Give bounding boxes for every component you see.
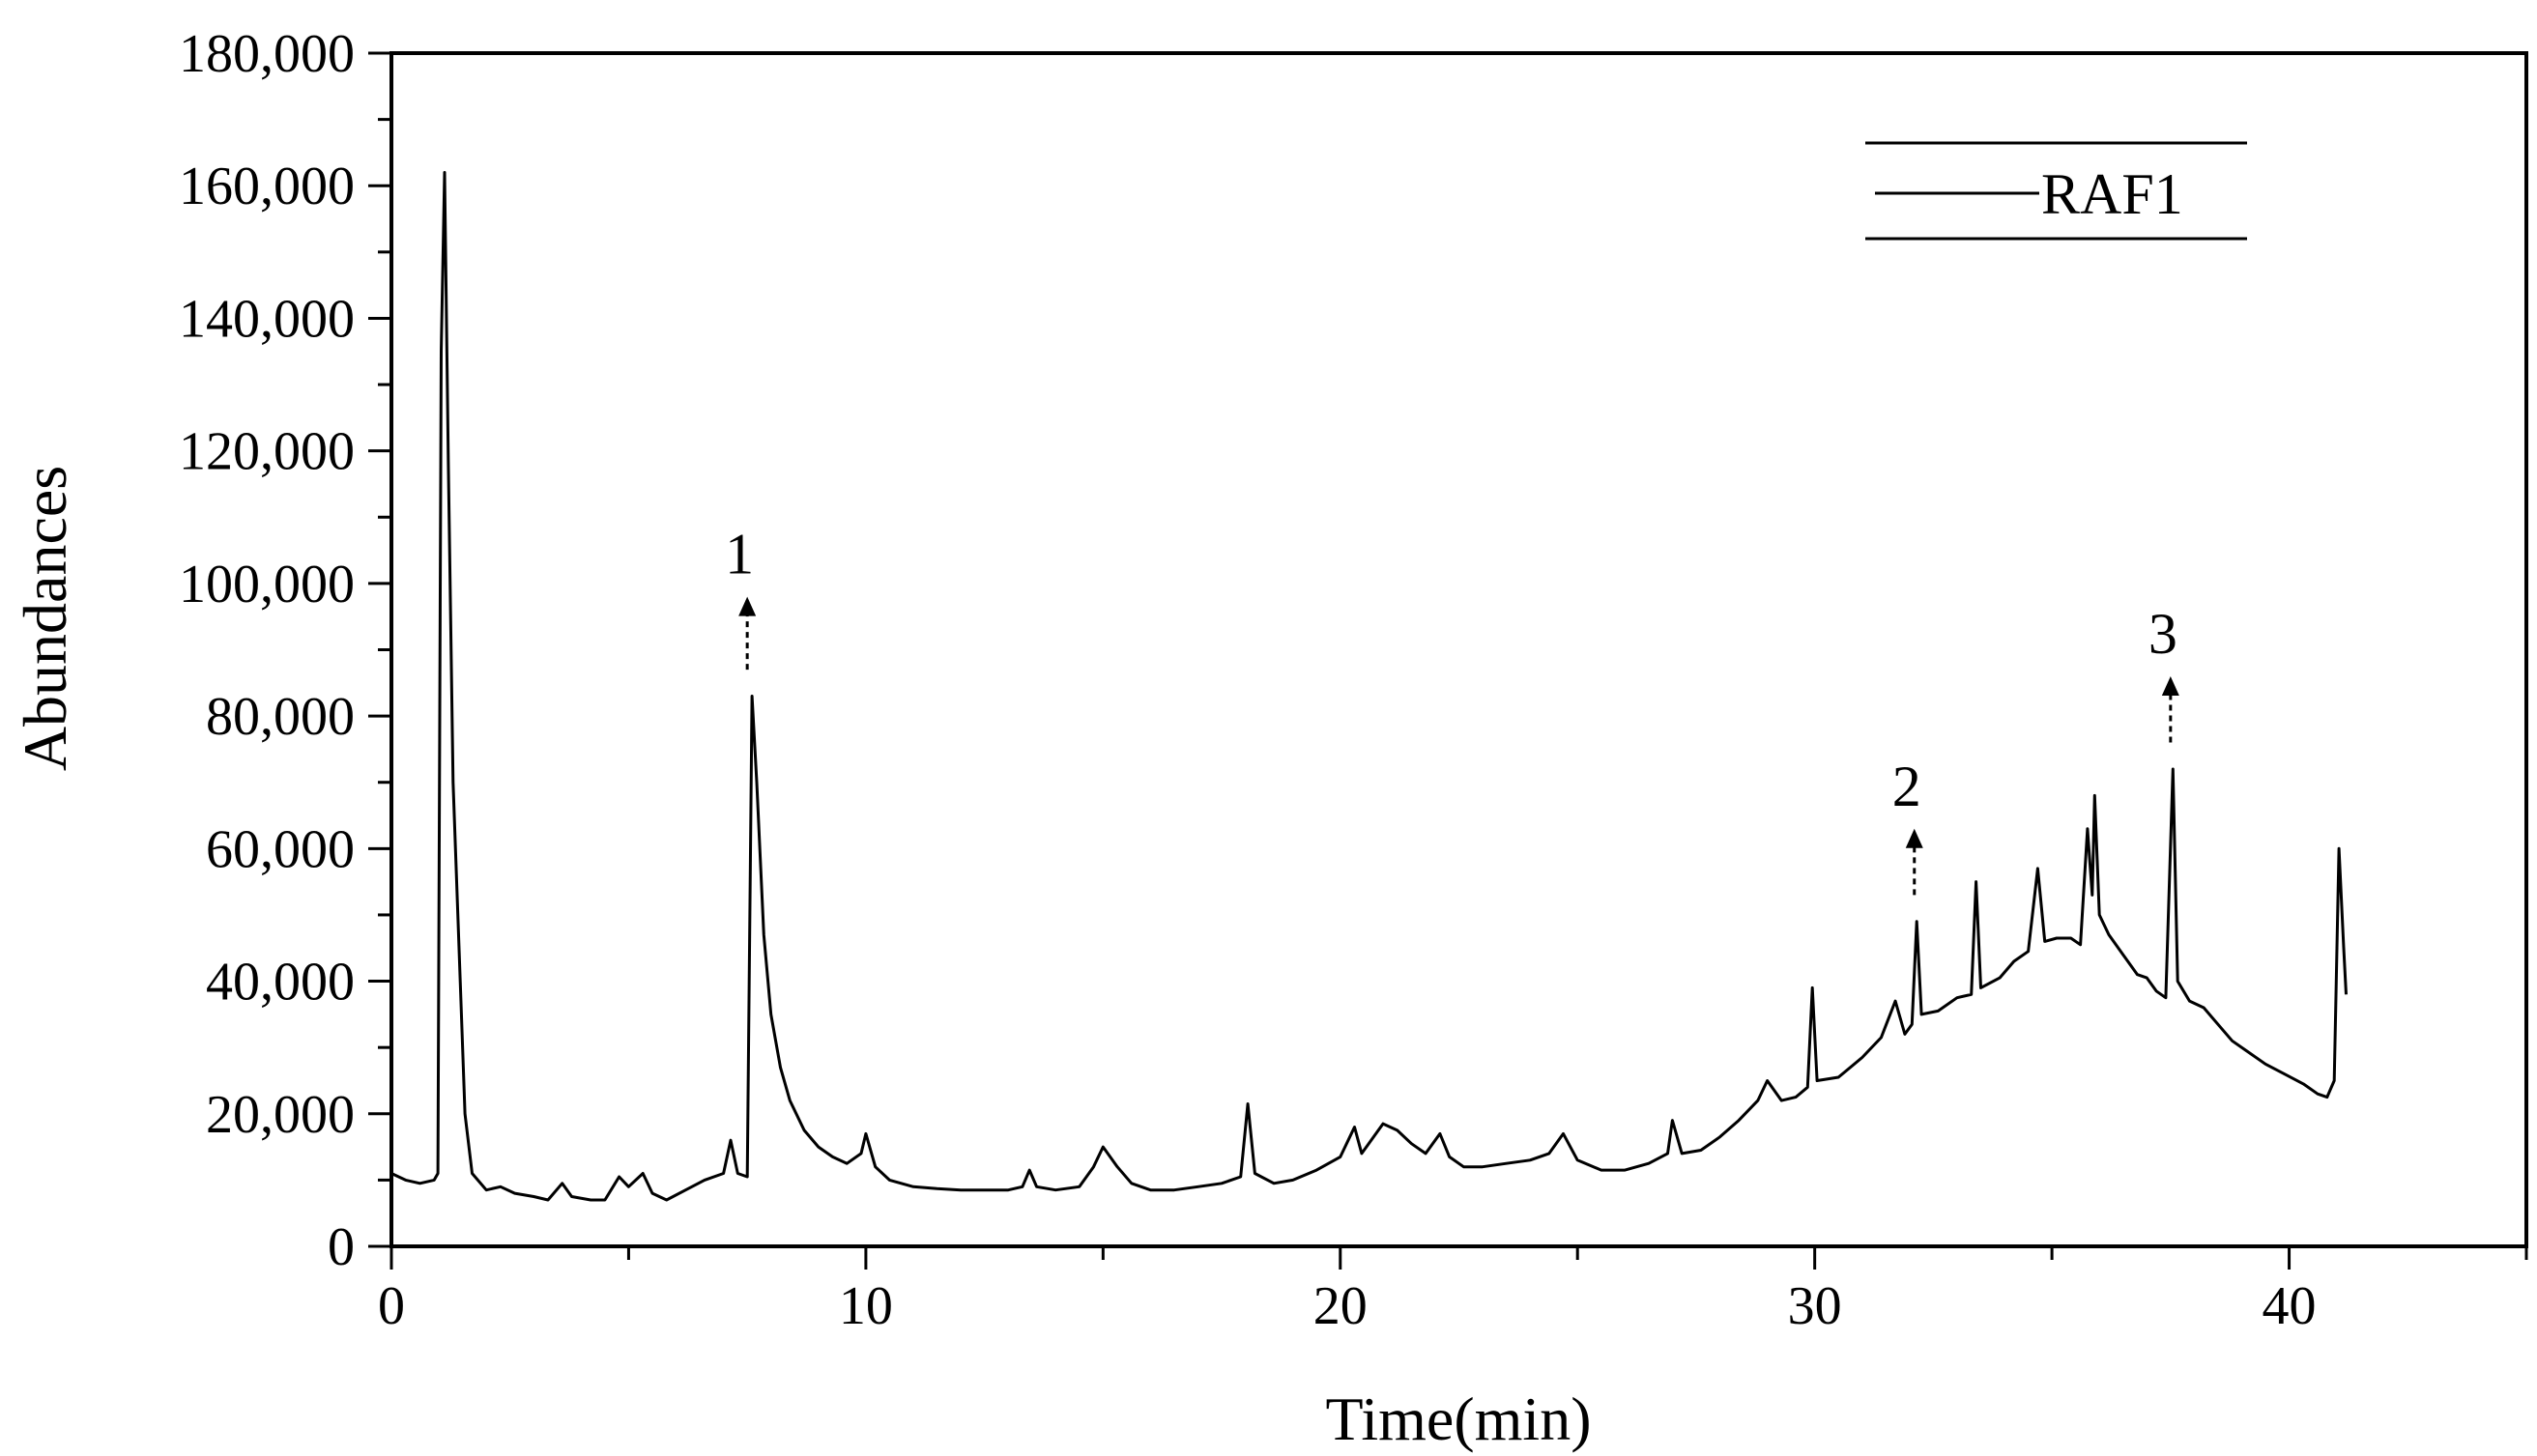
legend: RAF1 — [1865, 141, 2247, 241]
series-line-raf1 — [390, 171, 2348, 1202]
y-tick-label: 160,000 — [179, 157, 355, 216]
y-tick-label: 100,000 — [179, 555, 355, 614]
y-tick-label: 180,000 — [179, 24, 355, 84]
x-tick-label: 10 — [839, 1276, 893, 1336]
plot-frame — [389, 51, 2528, 1248]
y-tick-label: 140,000 — [179, 289, 355, 349]
peak-annotations: 1 2 3 — [725, 523, 2179, 896]
y-axis-ticks: 0 20,000 40,000 60,000 80,000 100,000 120,000 1… — [179, 24, 391, 1277]
y-tick-label: 80,000 — [206, 687, 355, 747]
peak-label: 2 — [1892, 755, 1921, 818]
x-tick-label: 40 — [2263, 1276, 2317, 1336]
x-axis-ticks: 0 10 20 30 40 — [378, 1246, 2528, 1336]
x-tick-label: 0 — [378, 1276, 405, 1336]
y-tick-label: 40,000 — [206, 953, 355, 1013]
y-tick-label: 0 — [328, 1217, 355, 1277]
y-tick-label: 60,000 — [206, 819, 355, 879]
x-tick-label: 20 — [1313, 1276, 1368, 1336]
legend-label: RAF1 — [2041, 162, 2183, 226]
y-tick-label: 120,000 — [179, 422, 355, 482]
x-axis-title: Time(min) — [1326, 1385, 1592, 1453]
x-tick-label: 30 — [1788, 1276, 1842, 1336]
peak-arrow-head — [2161, 675, 2179, 696]
peak-label: 1 — [725, 523, 754, 586]
y-axis-title: Abundances — [11, 466, 79, 771]
peak-arrow-head — [738, 596, 757, 616]
peak-arrow-head — [1905, 828, 1923, 848]
y-tick-label: 20,000 — [206, 1085, 355, 1145]
peak-label: 3 — [2148, 602, 2177, 666]
